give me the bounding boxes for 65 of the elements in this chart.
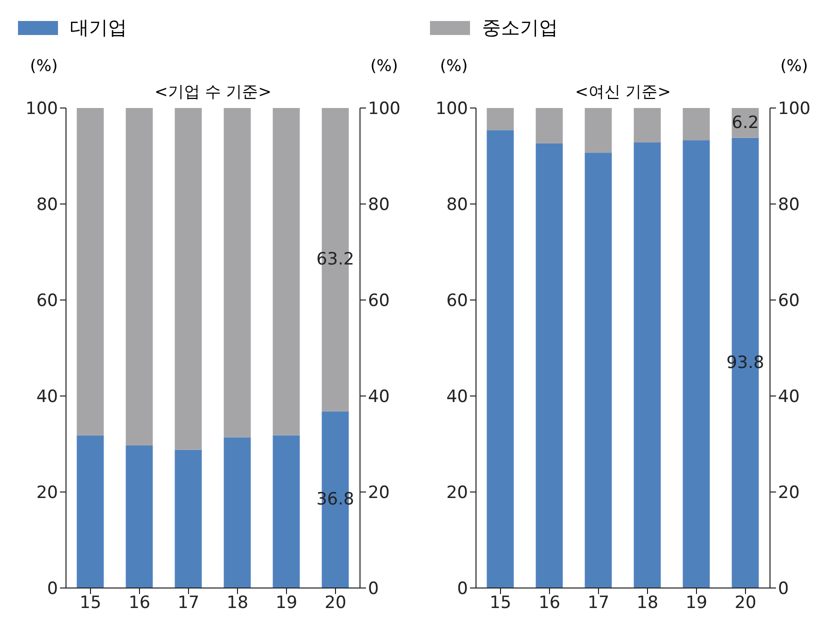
x-tick-label: 15 bbox=[490, 593, 512, 614]
y-tick-label: 60 bbox=[36, 291, 58, 312]
y-tick-label: 80 bbox=[36, 195, 58, 216]
y2-tick-label: 20 bbox=[368, 483, 390, 504]
y-tick-label: 20 bbox=[36, 483, 58, 504]
y2-axis-title: (%) bbox=[780, 56, 808, 75]
bar bbox=[634, 108, 661, 143]
y2-axis-title: (%) bbox=[370, 56, 398, 75]
y-tick-label: 100 bbox=[436, 99, 468, 120]
y-tick-label: 20 bbox=[446, 483, 468, 504]
bar bbox=[272, 108, 300, 436]
y-axis-title: (%) bbox=[440, 56, 468, 75]
bar bbox=[76, 108, 104, 436]
y2-tick-label: 80 bbox=[368, 195, 390, 216]
y-tick-label: 40 bbox=[446, 387, 468, 408]
x-tick-label: 19 bbox=[686, 593, 708, 614]
bar bbox=[536, 108, 563, 144]
bar bbox=[634, 142, 661, 588]
legend-label: 중소기업 bbox=[482, 16, 558, 41]
y2-tick-label: 100 bbox=[368, 99, 400, 120]
x-tick-label: 16 bbox=[128, 593, 150, 614]
y2-tick-label: 0 bbox=[778, 579, 789, 600]
x-tick-label: 18 bbox=[226, 593, 248, 614]
bar bbox=[126, 445, 153, 588]
x-tick-label: 17 bbox=[178, 593, 200, 614]
y-tick-label: 80 bbox=[446, 195, 468, 216]
bar bbox=[224, 437, 251, 588]
y-tick-label: 0 bbox=[47, 579, 58, 600]
y2-tick-label: 0 bbox=[368, 579, 379, 600]
bar bbox=[486, 130, 514, 588]
y-tick-label: 100 bbox=[26, 99, 58, 120]
bar bbox=[682, 140, 710, 588]
bar bbox=[536, 144, 563, 588]
y2-tick-label: 60 bbox=[778, 291, 800, 312]
y2-tick-label: 60 bbox=[368, 291, 390, 312]
y2-tick-label: 20 bbox=[778, 483, 800, 504]
bar bbox=[174, 450, 202, 588]
data-label: 6.2 bbox=[732, 112, 759, 133]
bar bbox=[76, 435, 104, 588]
y2-tick-label: 80 bbox=[778, 195, 800, 216]
x-tick-label: 19 bbox=[276, 593, 298, 614]
y-tick-label: 0 bbox=[457, 579, 468, 600]
x-tick-label: 18 bbox=[636, 593, 658, 614]
x-tick-label: 15 bbox=[80, 593, 102, 614]
bar bbox=[174, 108, 202, 450]
y2-tick-label: 40 bbox=[368, 387, 390, 408]
y-tick-label: 60 bbox=[446, 291, 468, 312]
bar bbox=[584, 152, 612, 588]
y-axis-title: (%) bbox=[30, 56, 58, 75]
y2-tick-label: 40 bbox=[778, 387, 800, 408]
bar bbox=[272, 435, 300, 588]
chart-title: <여신 기준> bbox=[574, 82, 672, 103]
x-tick-label: 16 bbox=[538, 593, 560, 614]
x-tick-label: 20 bbox=[324, 593, 346, 614]
bar bbox=[486, 108, 514, 130]
chart-title: <기업 수 기준> bbox=[154, 82, 272, 103]
y2-tick-label: 100 bbox=[778, 99, 810, 120]
legend-label: 대기업 bbox=[70, 16, 127, 41]
bar bbox=[682, 108, 710, 140]
bar bbox=[584, 108, 612, 153]
y-tick-label: 40 bbox=[36, 387, 58, 408]
bar bbox=[224, 108, 251, 438]
x-tick-label: 20 bbox=[734, 593, 756, 614]
bar bbox=[126, 108, 153, 446]
x-tick-label: 17 bbox=[588, 593, 610, 614]
